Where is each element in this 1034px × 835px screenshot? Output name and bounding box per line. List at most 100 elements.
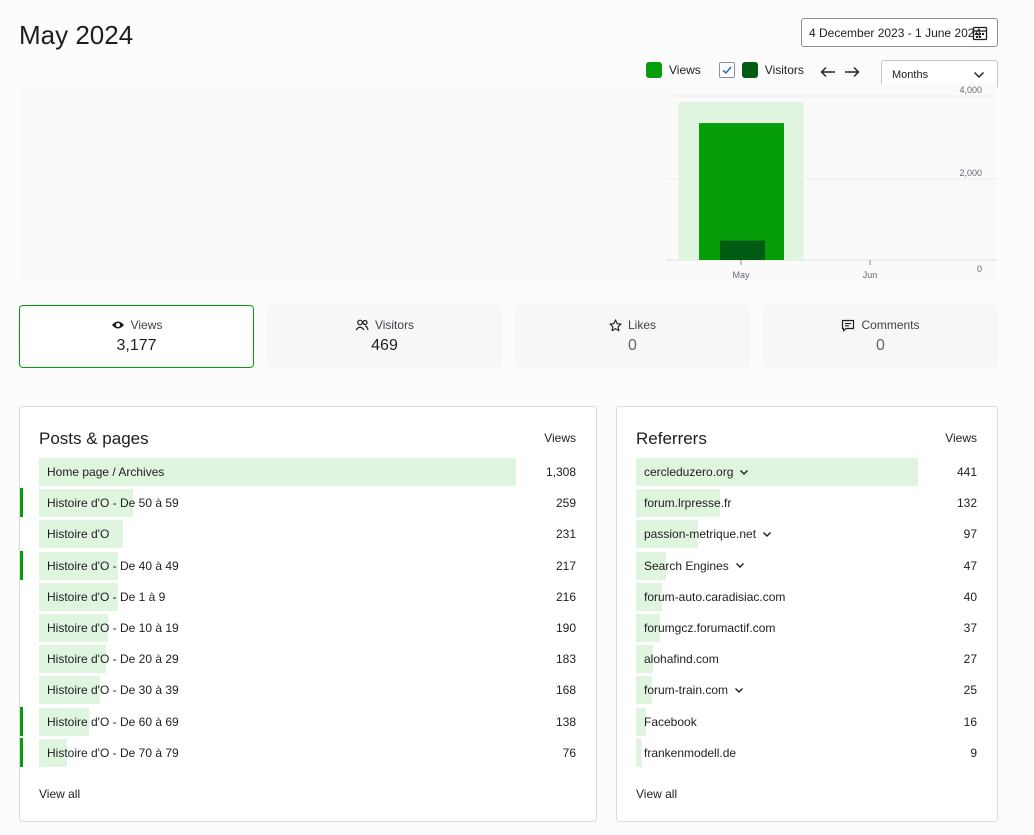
chart-background [19,84,997,280]
posts-list: Home page / Archives 1,308 Histoire d'O - … [20,457,596,769]
period-select-value: Months [892,68,929,81]
row-value: 168 [555,683,576,698]
row-label-link[interactable]: Search Engines [644,559,745,573]
row-label-link[interactable]: cercleduzero.org [644,465,749,479]
chevron-down-icon[interactable] [734,687,744,694]
referrers-list: cercleduzero.org 441 forum.lrpresse.fr 132 p… [617,457,997,769]
referrer-row[interactable]: alohafind.com 27 [617,644,997,675]
row-label-link[interactable]: Histoire d'O - De 60 à 69 [47,715,179,729]
row-bar [39,551,118,580]
arrow-left-icon[interactable] [820,64,836,80]
row-bar [39,489,133,518]
row-value: 9 [970,745,977,760]
chevron-down-icon[interactable] [735,562,745,569]
row-label: Facebook [644,714,697,729]
row-label-link[interactable]: Home page / Archives [47,465,164,479]
row-bar [636,645,653,674]
post-row[interactable]: Histoire d'O - De 10 à 19 190 [20,613,596,644]
row-value: 27 [963,652,977,667]
row-bar [39,707,89,736]
row-label: Histoire d'O - De 1 à 9 [47,589,166,604]
row-value: 47 [963,558,977,573]
post-row[interactable]: Histoire d'O - De 40 à 49 217 [20,550,596,582]
post-row[interactable]: Histoire d'O - De 50 à 59 259 [20,488,596,519]
row-label-link[interactable]: passion-metrique.net [644,527,772,541]
referrer-row[interactable]: forum-train.com 25 [617,675,997,706]
row-label-link[interactable]: forum-auto.caradisiac.com [644,590,785,604]
referrer-row[interactable]: Facebook 16 [617,707,997,738]
views-chart: 4,000 2,000 0 May Jun [19,84,997,284]
row-label-link[interactable]: Histoire d'O [47,527,109,541]
row-bar [636,489,720,518]
referrer-row[interactable]: Search Engines 47 [617,551,997,582]
row-label-link[interactable]: forumgcz.forumactif.com [644,621,775,635]
tab-likes[interactable]: Likes 0 [515,305,750,368]
row-value: 132 [956,496,977,511]
post-row[interactable]: Home page / Archives 1,308 [20,457,596,488]
row-label-link[interactable]: Histoire d'O - De 1 à 9 [47,590,165,604]
row-label: Histoire d'O [47,527,110,542]
chevron-down-icon[interactable] [762,531,772,538]
chevron-down-icon[interactable] [739,469,749,476]
y-tick-label: 2,000 [959,168,982,178]
row-label: Histoire d'O - De 40 à 49 [47,558,179,573]
row-label-link[interactable]: forum-train.com [644,683,744,697]
y-tick-label: 0 [977,264,982,274]
row-label: Histoire d'O - De 20 à 29 [47,652,179,667]
referrers-card: Referrers Views cercleduzero.org 441 forum… [616,406,998,822]
tab-likes-header: Likes [609,318,656,332]
post-row[interactable]: Histoire d'O - De 1 à 9 216 [20,582,596,613]
row-bar [39,520,123,549]
row-value: 138 [555,714,576,729]
row-label: Histoire d'O - De 60 à 69 [47,714,179,729]
row-label-link[interactable]: Facebook [644,715,697,729]
referrer-row[interactable]: passion-metrique.net 97 [617,519,997,550]
legend-visitors[interactable]: Visitors [718,62,804,78]
post-row[interactable]: Histoire d'O - De 70 à 79 76 [20,737,596,769]
post-row[interactable]: Histoire d'O - De 20 à 29 183 [20,644,596,675]
row-label-link[interactable]: Histoire d'O - De 40 à 49 [47,559,179,573]
row-label-link[interactable]: alohafind.com [644,652,719,666]
row-label: forum.lrpresse.fr [644,496,732,511]
visitors-checkbox[interactable] [718,62,735,78]
stats-tabs: Views 3,177 Visitors 469 Likes 0 Comments 0 [19,305,998,368]
row-bar [636,551,666,580]
row-accent [20,737,23,767]
referrer-row[interactable]: forum.lrpresse.fr 132 [617,488,997,519]
referrer-row[interactable]: frankenmodell.de 9 [617,738,997,769]
tab-comments[interactable]: Comments 0 [763,305,998,368]
row-label-link[interactable]: frankenmodell.de [644,746,736,760]
row-label-link[interactable]: Histoire d'O - De 70 à 79 [47,746,179,760]
chart-canvas: 4,000 2,000 0 May Jun [19,84,997,280]
posts-view-all-link[interactable]: View all [39,787,81,801]
tab-views-header: Views [111,318,163,332]
tab-label: Views [130,318,163,332]
arrow-right-icon[interactable] [844,64,860,80]
row-label-link[interactable]: Histoire d'O - De 50 à 59 [47,496,179,510]
tab-label: Comments [861,318,920,332]
tab-value: 0 [876,337,885,354]
referrer-row[interactable]: cercleduzero.org 441 [617,457,997,488]
star-icon [609,318,622,332]
row-label: Histoire d'O - De 30 à 39 [47,683,179,698]
post-row[interactable]: Histoire d'O 231 [20,519,596,550]
people-icon [355,319,369,331]
post-row[interactable]: Histoire d'O - De 30 à 39 168 [20,675,596,706]
row-label-link[interactable]: forum.lrpresse.fr [644,496,731,510]
tab-views[interactable]: Views 3,177 [19,305,254,368]
row-label-link[interactable]: Histoire d'O - De 30 à 39 [47,683,179,697]
row-value: 16 [963,714,977,729]
row-label-link[interactable]: Histoire d'O - De 10 à 19 [47,621,179,635]
referrer-row[interactable]: forum-auto.caradisiac.com 40 [617,582,997,613]
tab-visitors[interactable]: Visitors 469 [267,305,502,368]
referrers-view-all-link[interactable]: View all [636,787,678,801]
post-row[interactable]: Histoire d'O - De 60 à 69 138 [20,706,596,738]
tab-value: 469 [371,337,398,354]
row-label: frankenmodell.de [644,745,737,760]
row-bar [636,707,646,736]
date-range-button[interactable]: 4 December 2023 - 1 June 2024 [801,18,998,47]
row-label-link[interactable]: Histoire d'O - De 20 à 29 [47,652,179,666]
referrer-row[interactable]: forumgcz.forumactif.com 37 [617,613,997,644]
row-label: alohafind.com [644,652,719,667]
row-label: forum-train.com [644,683,729,698]
